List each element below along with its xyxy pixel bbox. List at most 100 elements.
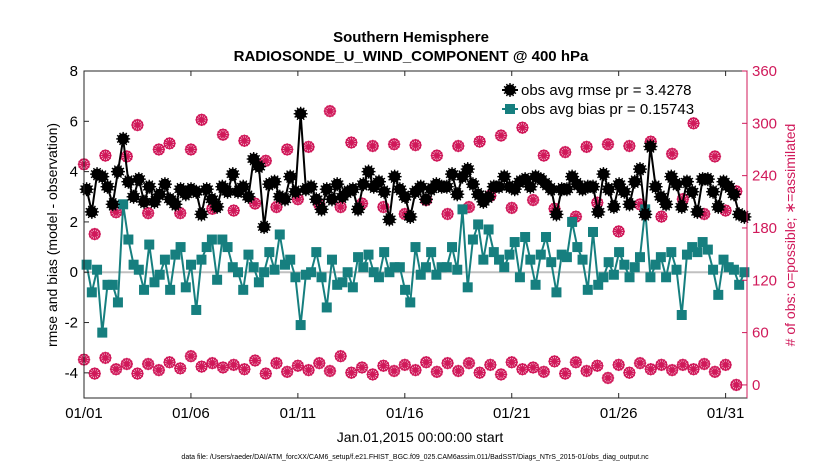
rmse-point-spike-ray [419, 195, 433, 204]
obs-count-high-assimilated-marker-ray [612, 227, 625, 236]
rmse-point-spike-ray [654, 192, 668, 201]
obs-count-low-assimilated-marker-ray [195, 362, 208, 371]
obs-count-low-assimilated-marker [174, 362, 187, 375]
bias-point [306, 267, 317, 278]
bias-point [159, 254, 170, 265]
rmse-point-spike-ray [163, 195, 177, 204]
bias-point [666, 247, 677, 258]
obs-count-low-assimilated-marker [163, 356, 176, 369]
bias-point [728, 264, 739, 275]
rmse-point-spike-ray [132, 175, 146, 184]
bias-point [520, 232, 531, 243]
obs-count-low-assimilated-marker [484, 358, 497, 372]
bias-point [702, 244, 713, 255]
rmse-point-spike [324, 192, 339, 207]
bias-point [467, 234, 478, 245]
rmse-point-spike-ray [706, 187, 720, 196]
bias-point [530, 279, 541, 290]
bias-point [708, 264, 719, 275]
obs-count-low-assimilated-marker [109, 363, 123, 376]
bias-point [128, 259, 139, 270]
rmse-point-spike [351, 202, 366, 217]
rmse-point-spike-ray [221, 187, 234, 196]
obs-count-low-assimilated-marker [473, 366, 486, 379]
obs-count-low-assimilated-marker-ray [206, 359, 219, 367]
bias-point [739, 267, 750, 278]
obs-count-high-assimilated-marker [152, 143, 166, 156]
obs-count-low-assimilated-marker-ray [185, 352, 197, 360]
legend-rmse-spike-ray [503, 85, 517, 95]
bias-point [180, 282, 191, 293]
bias-point [504, 249, 515, 260]
obs-count-high-assimilated-marker-ray [623, 142, 636, 150]
rmse-point-spike-ray [690, 207, 704, 216]
obs-count-high-assimilated-marker-ray [709, 152, 721, 161]
rmse-point-spike [377, 184, 392, 199]
obs-count-low-assimilated-marker [88, 367, 101, 380]
legend-bias-label: obs avg bias pr = 0.15743 [521, 101, 694, 118]
y-tick-label: 0 [70, 264, 78, 281]
obs-count-low-assimilated-marker-ray [345, 369, 358, 377]
bias-point [462, 282, 473, 293]
obs-count-low-assimilated-marker-ray [538, 368, 550, 376]
rmse-point-spike [157, 177, 172, 192]
bias-point [697, 237, 708, 248]
bias-point [379, 247, 390, 258]
rmse-point-spike-ray [612, 180, 626, 189]
obs-count-high-assimilated-marker-ray [602, 140, 614, 148]
obs-count-high-assimilated-marker [163, 137, 176, 150]
obs-count-high-assimilated-marker [216, 128, 230, 141]
obs-count-high-assimilated-marker [505, 201, 518, 215]
rmse-point-spike [544, 182, 559, 197]
rmse-point-spike [283, 169, 298, 184]
obs-count-low-assimilated-marker [141, 357, 155, 371]
rmse-point-spike-ray [523, 182, 537, 191]
obs-count-low-assimilated-marker-ray [516, 365, 529, 373]
obs-count-low-assimilated-marker [580, 364, 593, 378]
rmse-point-spike-ray [471, 190, 485, 199]
obs-count-low-assimilated-marker-ray [131, 369, 144, 378]
rmse-point-spike [345, 182, 360, 197]
rmse-point-spike [330, 177, 345, 192]
y-tick-label: 8 [70, 63, 78, 80]
bias-point [692, 247, 703, 258]
bias-point [212, 274, 223, 285]
obs-count-low-assimilated-marker-ray [559, 369, 571, 378]
obs-count-low-assimilated-marker [280, 365, 294, 379]
obs-count-low-assimilated-marker-ray [719, 361, 732, 369]
rmse-point-spike-ray [539, 180, 553, 189]
bias-point [473, 219, 484, 230]
obs-count-high-assimilated-marker [612, 225, 625, 238]
bias-point [514, 272, 525, 283]
rmse-point-spike [241, 189, 256, 204]
obs-count-low-assimilated-marker-ray [356, 363, 368, 372]
rmse-point-spike-ray [717, 177, 730, 186]
obs-count-high-assimilated-marker-ray [185, 145, 197, 154]
bias-point [389, 262, 400, 273]
x-tick-label: 01/21 [493, 405, 531, 422]
bias-point [587, 226, 598, 237]
obs-count-low-assimilated-marker-ray [463, 359, 475, 367]
obs-count-low-assimilated-marker [238, 363, 251, 376]
bias-point [311, 247, 322, 258]
rmse-point-spike-ray [242, 192, 255, 201]
obs-count-low-assimilated-marker-ray [324, 367, 336, 375]
obs-count-high-assimilated-marker [452, 139, 465, 153]
obs-count-high-assimilated-marker [131, 118, 144, 132]
obs-count-low-assimilated-marker [462, 356, 476, 370]
rmse-point-spike [105, 197, 120, 212]
obs-count-low-assimilated-marker [698, 357, 711, 371]
obs-count-high-assimilated-marker-ray [227, 206, 240, 215]
obs-count-low-assimilated-marker [537, 365, 551, 379]
bias-point [551, 287, 562, 298]
obs-count-low-assimilated-marker-ray [367, 370, 379, 379]
obs-count-low-assimilated-marker-ray [377, 362, 390, 370]
bias-point [373, 272, 384, 283]
obs-count-high-assimilated-marker [655, 210, 668, 223]
obs-count-low-assimilated-marker-ray [666, 366, 678, 374]
obs-count-low-assimilated-marker [505, 356, 518, 369]
rmse-point-spike [591, 204, 606, 219]
obs-count-low-assimilated-marker [313, 356, 326, 370]
rmse-point-spike-ray [393, 185, 407, 194]
rmse-point-spike [152, 187, 167, 202]
